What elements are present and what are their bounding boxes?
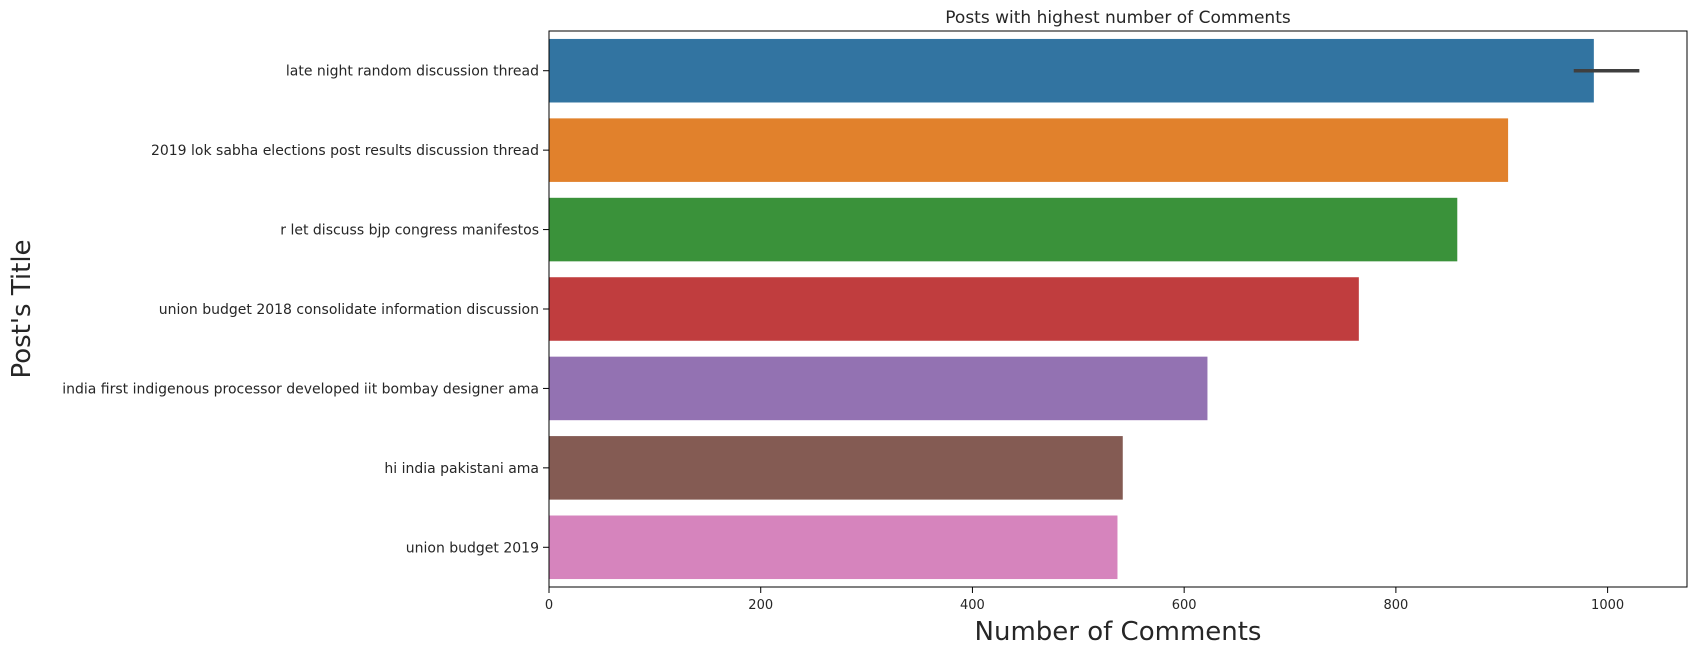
x-tick-label: 800 bbox=[1383, 598, 1408, 613]
bar-3 bbox=[549, 197, 1458, 262]
y-tick-label: hi india pakistani ama bbox=[384, 461, 539, 477]
bar-5 bbox=[549, 356, 1208, 421]
x-axis-title: Number of Comments bbox=[975, 617, 1262, 647]
x-tick-label: 400 bbox=[960, 598, 985, 613]
y-tick-label: india first indigenous processor develop… bbox=[62, 381, 539, 397]
y-tick-label: union budget 2018 consolidate informatio… bbox=[159, 302, 539, 318]
x-tick-label: 200 bbox=[748, 598, 773, 613]
y-tick-label: late night random discussion thread bbox=[286, 64, 539, 80]
x-tick-label: 600 bbox=[1172, 598, 1197, 613]
chart-title: Posts with highest number of Comments bbox=[945, 8, 1291, 28]
x-tick-label: 1000 bbox=[1591, 598, 1624, 613]
bar-4 bbox=[549, 277, 1359, 341]
y-axis-title: Post's Title bbox=[7, 239, 37, 378]
y-axis-categories: late night random discussion thread 2019 … bbox=[62, 64, 549, 556]
y-tick-label: union budget 2019 bbox=[406, 540, 539, 556]
y-tick-label: 2019 lok sabha elections post results di… bbox=[151, 143, 539, 159]
y-tick-label: r let discuss bjp congress manifestos bbox=[280, 223, 539, 239]
bar-2 bbox=[549, 118, 1509, 182]
bar-1 bbox=[549, 38, 1594, 103]
x-axis-ticks: 0 200 400 600 800 1000 bbox=[545, 587, 1624, 613]
x-tick-label: 0 bbox=[545, 598, 553, 613]
bar-7 bbox=[549, 515, 1118, 580]
bars-layer bbox=[549, 38, 1594, 580]
bar-6 bbox=[549, 436, 1123, 500]
